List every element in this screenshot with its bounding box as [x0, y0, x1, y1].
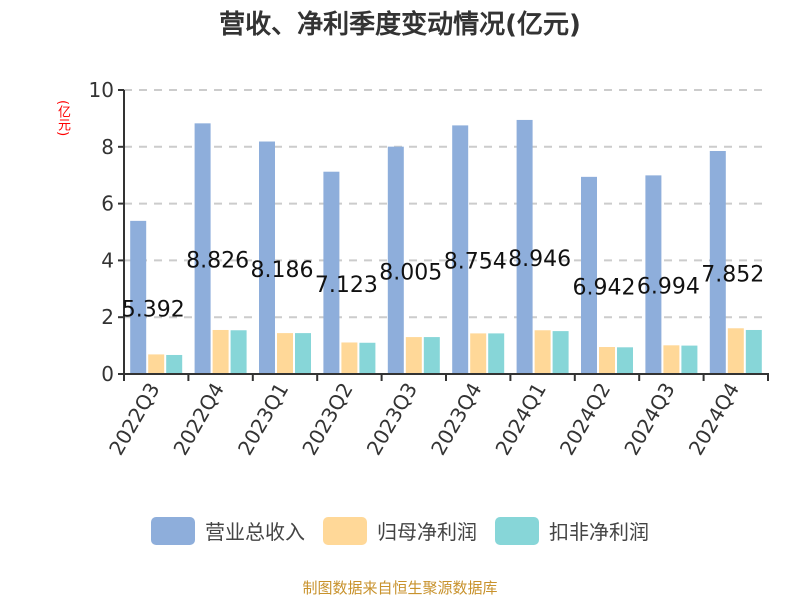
gridlines: [124, 89, 768, 319]
x-tick-label: 2022Q4: [168, 379, 228, 460]
bar-value-label: 8.005: [379, 260, 442, 285]
y-tick-label: 2: [101, 305, 114, 329]
legend-item-net-profit[interactable]: 归母净利润: [323, 516, 477, 545]
x-tick-label: 2023Q2: [297, 379, 357, 460]
bar[interactable]: [599, 347, 615, 374]
bar[interactable]: [259, 141, 275, 374]
bar[interactable]: [681, 345, 698, 374]
bar[interactable]: [130, 220, 147, 374]
x-tick-label: 2023Q3: [362, 379, 422, 460]
bar[interactable]: [295, 333, 311, 374]
legend-item-revenue[interactable]: 营业总收入: [151, 516, 305, 545]
bar[interactable]: [645, 175, 662, 374]
bar[interactable]: [166, 354, 183, 374]
bar[interactable]: [727, 328, 744, 374]
bar[interactable]: [277, 333, 293, 374]
bar[interactable]: [745, 329, 762, 374]
bar[interactable]: [230, 330, 247, 374]
bar[interactable]: [359, 342, 376, 374]
y-tick-label: 8: [101, 135, 114, 159]
bar-value-label: 5.392: [122, 297, 185, 322]
bar-value-label: 8.754: [444, 250, 507, 275]
bar-value-label: 8.186: [251, 258, 314, 283]
legend: 营业总收入 归母净利润 扣非净利润: [0, 516, 800, 545]
y-axis-unit-label: (亿元): [55, 99, 70, 137]
bar[interactable]: [423, 337, 440, 374]
bar[interactable]: [148, 354, 165, 374]
legend-label-deducted-net-profit: 扣非净利润: [549, 520, 649, 544]
y-tick-label: 0: [101, 362, 114, 386]
x-tick-label: 2024Q4: [684, 379, 744, 460]
bar-value-label: 8.826: [186, 249, 249, 274]
bar[interactable]: [581, 176, 597, 374]
x-tick-label: 2022Q3: [104, 379, 164, 460]
bars: [130, 119, 762, 375]
legend-item-deducted-net-profit[interactable]: 扣非净利润: [495, 516, 649, 545]
legend-swatch-revenue: [151, 516, 195, 545]
bar[interactable]: [663, 345, 680, 374]
bar[interactable]: [488, 333, 505, 374]
bar-value-label: 7.123: [315, 273, 378, 298]
legend-label-net-profit: 归母净利润: [377, 520, 477, 544]
bar[interactable]: [534, 330, 551, 374]
y-tick-label: 10: [89, 78, 114, 102]
data-source-footer: 制图数据来自恒生聚源数据库: [302, 579, 498, 597]
bar[interactable]: [194, 123, 211, 374]
x-tick-label: 2023Q1: [233, 379, 293, 460]
bar[interactable]: [405, 337, 422, 374]
bar[interactable]: [452, 125, 469, 374]
bar[interactable]: [212, 329, 229, 374]
bar[interactable]: [552, 331, 569, 374]
bar-value-label: 7.852: [701, 263, 764, 288]
x-tick-label: 2023Q4: [426, 379, 486, 460]
bar-value-label: 6.942: [573, 275, 636, 300]
y-tick-label: 6: [101, 192, 114, 216]
bar[interactable]: [516, 119, 533, 375]
x-tick-label: 2024Q2: [555, 379, 615, 460]
legend-label-revenue: 营业总收入: [205, 520, 305, 544]
legend-swatch-deducted-net-profit: [495, 516, 539, 545]
x-tick-label: 2024Q3: [619, 379, 679, 460]
chart-title: 营收、净利季度变动情况(亿元): [219, 10, 581, 40]
bar[interactable]: [387, 146, 404, 374]
bar[interactable]: [323, 171, 340, 374]
bar-value-label: 6.994: [637, 275, 700, 300]
bar[interactable]: [709, 151, 726, 374]
x-tick-label: 2024Q1: [490, 379, 550, 460]
y-tick-label: 4: [101, 248, 114, 272]
legend-swatch-net-profit: [323, 516, 367, 545]
bar-value-label: 8.946: [508, 247, 571, 272]
bar[interactable]: [341, 342, 358, 374]
bar[interactable]: [617, 347, 633, 374]
bar[interactable]: [470, 333, 487, 374]
